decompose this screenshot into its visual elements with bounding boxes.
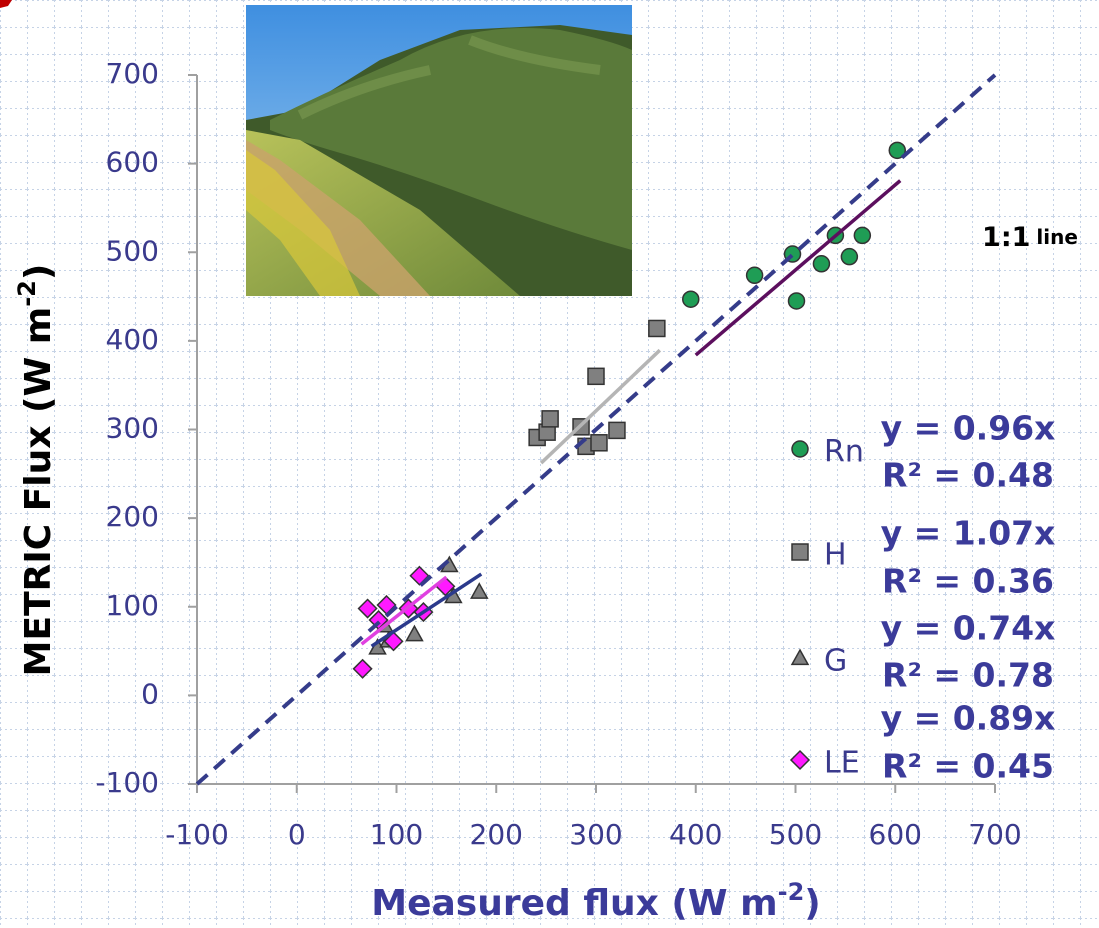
point (608, 421, 626, 440)
equation: y = 0.96x (881, 409, 1056, 448)
point (682, 290, 700, 308)
identity-line (195, 73, 997, 786)
point (590, 434, 608, 452)
x-tick-label: 700 (968, 818, 1021, 851)
x-tick-label: 500 (769, 818, 822, 851)
point (745, 266, 764, 285)
point (791, 440, 809, 458)
identity-line-label: 1:1 line (982, 222, 1078, 253)
y-tick-label: -100 (95, 766, 159, 799)
x-tick-label: 400 (669, 818, 722, 851)
trendline (360, 575, 448, 646)
point (791, 543, 809, 561)
y-tick-label: 500 (106, 234, 159, 267)
legend-label: G (824, 644, 847, 679)
slide-accent (0, 0, 12, 8)
point (541, 410, 559, 428)
equation: y = 1.07x (881, 514, 1056, 553)
point (840, 247, 859, 266)
legend-label: LE (824, 746, 860, 781)
trendline (694, 179, 902, 357)
y-tick-label: 700 (106, 57, 159, 90)
y-axis-title: METRIC Flux (W m-2) (13, 264, 59, 677)
y-title-sup: -2 (13, 280, 41, 307)
point (352, 658, 373, 679)
r-squared: R² = 0.48 (882, 456, 1054, 495)
x-tick-label: 300 (569, 818, 622, 851)
r-squared: R² = 0.45 (882, 747, 1054, 786)
y-title-end: ) (18, 264, 59, 280)
legend-entry: Hy = 1.07x R² = 0.36 (791, 514, 1056, 601)
point (470, 582, 489, 599)
trendline (370, 572, 483, 648)
point (787, 292, 806, 310)
point (405, 624, 424, 642)
x-axis-title: Measured flux (W m-2) (371, 878, 820, 924)
point (789, 749, 811, 771)
point (790, 648, 810, 666)
equation: y = 0.89x (881, 699, 1056, 738)
x-tick-label: 200 (470, 818, 523, 851)
point (409, 565, 430, 586)
x-title-sup: -2 (778, 878, 805, 906)
x-tick-label: 100 (370, 818, 423, 851)
x-tick-label: -100 (165, 818, 229, 851)
equation: y = 0.74x (881, 609, 1056, 648)
identity-ratio: 1:1 (982, 222, 1030, 253)
r-squared: R² = 0.36 (882, 562, 1054, 601)
y-tick-label: 400 (106, 323, 159, 356)
legend-entry: Rn y = 0.96x R² = 0.48 (791, 409, 1056, 495)
point (648, 319, 666, 338)
point (383, 631, 404, 652)
point (357, 598, 378, 619)
trendline (539, 348, 662, 465)
point (853, 226, 872, 245)
point (888, 141, 906, 160)
legend-label: H (824, 538, 847, 573)
y-tick-label: 200 (106, 500, 159, 533)
y-tick-label: 0 (141, 677, 159, 710)
y-title-text: METRIC Flux (W m (18, 307, 59, 677)
photo (246, 5, 632, 296)
x-tick-label: 600 (869, 818, 922, 851)
point (587, 367, 605, 386)
y-tick-label: 300 (106, 412, 159, 445)
legend-entry: Gy = 0.74x R² = 0.78 (790, 609, 1056, 695)
point (812, 255, 831, 273)
x-tick-label: 0 (288, 818, 306, 851)
legend-entry: LE y = 0.89x R² = 0.45 (789, 699, 1056, 786)
identity-word: line (1036, 225, 1078, 249)
y-tick-label: 100 (106, 589, 159, 622)
r-squared: R² = 0.78 (882, 656, 1054, 695)
x-title-end: ) (804, 883, 820, 924)
x-title-text: Measured flux (W m (371, 883, 777, 924)
legend-label: Rn (824, 435, 864, 470)
y-tick-label: 600 (106, 146, 159, 179)
